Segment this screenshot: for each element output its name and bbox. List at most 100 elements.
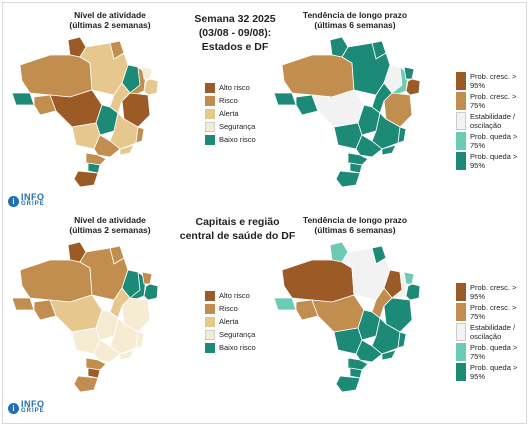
state-rj — [119, 144, 135, 156]
legend-label: Baixo risco — [219, 343, 256, 352]
state-rs — [335, 375, 361, 393]
legend-item: Risco — [205, 96, 256, 106]
logo-text: INFO — [21, 399, 45, 409]
infogripe-logo: i INFO GRIPE — [8, 192, 45, 208]
logo-text: INFO — [21, 192, 45, 202]
bottom-activity-legend: Alto risco Risco Alerta Segurança Baixo … — [205, 291, 256, 353]
title-line: Nível de atividade — [74, 215, 146, 225]
bottom-trend-legend: Prob. cresc. > 95% Prob. cresc. > 75% Es… — [456, 283, 526, 381]
state-ro — [295, 299, 319, 321]
legend-swatch — [205, 109, 215, 119]
legend-swatch — [456, 112, 466, 130]
top-activity-map — [11, 36, 159, 188]
state-rs — [73, 375, 99, 393]
info-icon: i — [8, 195, 19, 207]
state-rj — [381, 144, 397, 156]
state-ne-coast — [405, 283, 421, 301]
state-ne-coast — [143, 78, 159, 96]
title-line: (últimas 6 semanas) — [314, 20, 396, 30]
legend-item: Baixo risco — [205, 343, 256, 353]
bottom-right-map-title: Tendência de longo prazo (últimas 6 sema… — [290, 215, 420, 235]
state-sc — [87, 162, 101, 174]
bottom-trend-map — [273, 241, 421, 393]
legend-label: Estabilidade / oscilação — [470, 112, 516, 130]
legend-label: Prob. queda > 75% — [470, 132, 518, 150]
state-ce — [141, 271, 153, 285]
legend-item: Prob. cresc. > 95% — [456, 72, 526, 90]
legend-item: Alerta — [205, 109, 256, 119]
legend-label: Prob. queda > 95% — [470, 152, 518, 170]
legend-swatch — [456, 132, 466, 150]
infogripe-logo: i INFO GRIPE — [8, 399, 45, 415]
title-line: (03/08 - 09/08): — [198, 27, 272, 39]
title-line: Tendência de longo prazo — [302, 10, 408, 20]
state-am — [281, 259, 355, 303]
state-mt — [311, 89, 365, 128]
state-rs — [335, 170, 361, 188]
state-ce — [403, 271, 415, 285]
title-line: Semana 32 2025 — [194, 13, 276, 25]
state-am — [281, 54, 355, 98]
legend-label: Alto risco — [219, 83, 250, 92]
bottom-left-map-title: Nível de atividade (últimas 2 semanas) — [50, 215, 170, 235]
state-am — [19, 259, 93, 303]
state-mt — [49, 294, 103, 333]
state-pr — [85, 152, 107, 166]
legend-swatch — [456, 363, 466, 381]
state-sc — [349, 162, 363, 174]
legend-item: Prob. queda > 95% — [456, 152, 526, 170]
legend-swatch — [456, 92, 466, 110]
legend-swatch — [456, 303, 466, 321]
state-ac — [11, 297, 35, 311]
state-pr — [347, 357, 369, 371]
legend-swatch — [205, 317, 215, 327]
state-am — [19, 54, 93, 98]
bottom-activity-map — [11, 241, 159, 393]
legend-label: Risco — [219, 304, 238, 313]
legend-item: Segurança — [205, 330, 256, 340]
legend-swatch — [456, 72, 466, 90]
title-line: Tendência de longo prazo — [302, 215, 408, 225]
state-pr — [85, 357, 107, 371]
title-line: Capitais e região — [195, 216, 280, 228]
logo-text: GRIPE — [21, 201, 45, 207]
legend-item: Baixo risco — [205, 135, 256, 145]
legend-label: Segurança — [219, 330, 256, 339]
legend-item: Segurança — [205, 122, 256, 132]
state-ac — [11, 92, 35, 106]
top-trend-map — [273, 36, 421, 188]
state-ro — [33, 299, 57, 321]
legend-swatch — [456, 323, 466, 341]
legend-item: Prob. queda > 75% — [456, 343, 526, 361]
state-ce — [141, 66, 153, 80]
state-ce — [403, 66, 415, 80]
state-mt — [49, 89, 103, 128]
legend-swatch — [205, 304, 215, 314]
title-line: Estados e DF — [201, 41, 269, 53]
state-es — [397, 331, 407, 349]
legend-item: Prob. cresc. > 75% — [456, 303, 526, 321]
state-ne-coast — [405, 78, 421, 96]
legend-item: Prob. cresc. > 75% — [456, 92, 526, 110]
legend-item: Prob. cresc. > 95% — [456, 283, 526, 301]
legend-label: Prob. queda > 95% — [470, 363, 518, 381]
legend-item: Estabilidade / oscilação — [456, 323, 526, 341]
state-ro — [295, 94, 319, 116]
state-ac — [273, 92, 297, 106]
top-activity-legend: Alto risco Risco Alerta Segurança Baixo … — [205, 83, 256, 145]
title-line: (últimas 2 semanas) — [69, 20, 151, 30]
legend-label: Prob. cresc. > 95% — [470, 72, 517, 90]
legend-swatch — [205, 122, 215, 132]
info-icon: i — [8, 402, 19, 414]
title-line: central de saúde do DF — [179, 230, 296, 242]
state-mt — [311, 294, 365, 333]
state-pr — [347, 152, 369, 166]
legend-swatch — [205, 291, 215, 301]
legend-label: Estabilidade / oscilação — [470, 323, 516, 341]
top-left-map-title: Nível de atividade (últimas 2 semanas) — [50, 10, 170, 30]
legend-item: Alto risco — [205, 83, 256, 93]
legend-label: Baixo risco — [219, 135, 256, 144]
logo-text: GRIPE — [21, 408, 45, 414]
legend-swatch — [205, 135, 215, 145]
legend-label: Prob. cresc. > 75% — [470, 303, 517, 321]
